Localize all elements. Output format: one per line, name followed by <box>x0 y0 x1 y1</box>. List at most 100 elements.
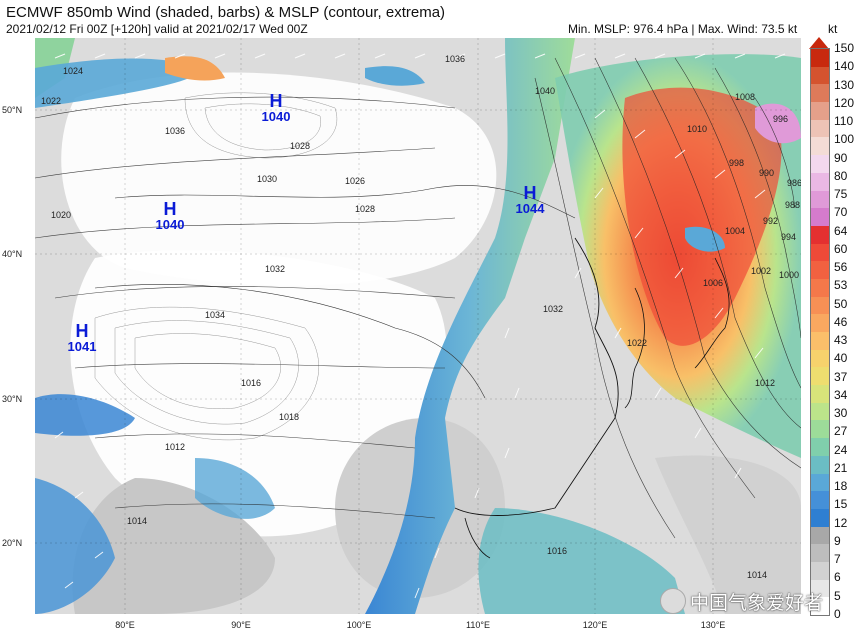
isobar-label: 1024 <box>63 66 84 76</box>
colorbar-segment <box>811 473 829 492</box>
colorbar-segment <box>811 544 829 563</box>
isobar-label: 990 <box>759 168 775 178</box>
colorbar-segment <box>811 190 829 209</box>
colorbar-segment <box>811 526 829 545</box>
map-stats: Min. MSLP: 976.4 hPa | Max. Wind: 73.5 k… <box>568 22 798 36</box>
colorbar-tick-label: 27 <box>834 424 848 439</box>
colorbar-tick-label: 140 <box>834 59 855 74</box>
weather-map[interactable]: 1024 1022 1028 1026 1030 1032 1034 1036 … <box>35 38 801 614</box>
colorbar-tick-label: 30 <box>834 406 848 421</box>
colorbar-unit: kt <box>828 22 838 36</box>
isobar-label: 1012 <box>165 442 186 452</box>
colorbar-tick-label: 24 <box>834 442 848 457</box>
isobar-label: 994 <box>781 232 797 242</box>
colorbar-tick-label: 120 <box>834 95 855 110</box>
colorbar-segment <box>811 385 829 404</box>
colorbar-tick-label: 150 <box>834 41 855 55</box>
colorbar-segment <box>811 102 829 121</box>
isobar-label: 1026 <box>345 176 366 186</box>
isobar-label: 1032 <box>265 264 286 274</box>
colorbar-segment <box>811 296 829 315</box>
colorbar-segment <box>811 561 829 581</box>
lon-label-110e: 110°E <box>466 620 490 630</box>
lon-label-80e: 80°E <box>115 620 135 630</box>
map-valid-time: 2021/02/12 Fri 00Z [+120h] valid at 2021… <box>6 22 308 36</box>
isobar-label: 1028 <box>355 204 376 214</box>
colorbar-tick-label: 70 <box>834 205 848 220</box>
colorbar-segment <box>811 172 829 191</box>
colorbar-segment <box>811 278 829 298</box>
colorbar-tick-label: 64 <box>834 223 848 238</box>
wind-speed-colorbar <box>810 48 830 616</box>
isobar-label: 1036 <box>165 126 186 136</box>
colorbar-tick-label: 40 <box>834 351 848 366</box>
isobar-label: 1022 <box>627 338 648 348</box>
colorbar-tick-label: 56 <box>834 260 848 275</box>
colorbar-tick-label: 43 <box>834 333 848 348</box>
colorbar-segment <box>811 243 829 262</box>
colorbar-tick-label: 90 <box>834 150 848 165</box>
colorbar-segment <box>811 402 829 421</box>
colorbar-segment <box>811 349 829 368</box>
colorbar-tick-label: 15 <box>834 497 848 512</box>
colorbar-segment <box>811 225 829 245</box>
lat-label-40n: 40°N <box>2 249 23 259</box>
colorbar-segment <box>811 579 829 598</box>
isobar-label: 1012 <box>755 378 776 388</box>
colorbar-segment <box>811 455 829 474</box>
isobar-label: 988 <box>785 200 801 210</box>
colorbar-segment <box>811 420 829 439</box>
map-title: ECMWF 850mb Wind (shaded, barbs) & MSLP … <box>6 4 446 21</box>
high-pressure-marker: H 1040 <box>262 92 291 124</box>
isobar-label: 1014 <box>747 570 768 580</box>
colorbar-segment <box>811 367 829 386</box>
isobar-label: 1018 <box>279 412 300 422</box>
isobar-label: 1032 <box>543 304 564 314</box>
isobar-label: 1010 <box>687 124 708 134</box>
colorbar-tick-label: 75 <box>834 187 848 202</box>
map-canvas <box>35 38 801 614</box>
isobar-label: 998 <box>729 158 745 168</box>
lat-label-30n: 30°N <box>2 394 23 404</box>
colorbar-segment <box>811 119 829 138</box>
lon-label-120e: 120°E <box>582 620 608 630</box>
isobar-label: 1002 <box>751 266 772 276</box>
isobar-label: 1036 <box>445 54 466 64</box>
colorbar-tick-label: 110 <box>834 114 854 129</box>
colorbar-tick-label: 60 <box>834 241 848 256</box>
lat-label-50n: 50°N <box>2 105 23 115</box>
colorbar-segment <box>811 332 829 351</box>
high-pressure-marker: H 1040 <box>156 200 185 232</box>
colorbar-tick-label: 6 <box>834 570 841 585</box>
isobar-label: 986 <box>787 178 801 188</box>
isobar-label: 1034 <box>205 310 226 320</box>
high-value: 1040 <box>155 217 185 232</box>
colorbar-tick-label: 0 <box>834 607 841 621</box>
colorbar-tick-label: 5 <box>834 588 841 603</box>
isobar-label: 1016 <box>547 546 568 556</box>
colorbar-tick-label: 37 <box>834 369 848 384</box>
lon-label-90e: 90°E <box>231 620 251 630</box>
colorbar-tick-label: 9 <box>834 533 841 548</box>
isobar-label: 1030 <box>257 174 278 184</box>
high-letter: H <box>163 199 177 219</box>
lon-label-130e: 130°E <box>700 620 726 630</box>
colorbar-tick-label: 80 <box>834 168 848 183</box>
colorbar-tick-label: 50 <box>834 296 848 311</box>
high-letter: H <box>75 321 89 341</box>
colorbar-segment <box>811 49 829 68</box>
colorbar-segment <box>811 508 829 528</box>
isobar-label: 1028 <box>290 141 311 151</box>
colorbar-segment <box>811 208 829 227</box>
colorbar-segment <box>811 84 829 103</box>
colorbar-extend-arrow <box>809 37 829 49</box>
isobar-label: 1008 <box>735 92 756 102</box>
isobar-label: 1016 <box>241 378 262 388</box>
colorbar-segment <box>811 155 829 174</box>
high-pressure-marker: H 1044 <box>516 184 545 216</box>
lat-label-20n: 20°N <box>2 538 23 548</box>
colorbar-tick-label: 100 <box>834 132 855 147</box>
colorbar-segment <box>811 261 829 280</box>
colorbar-segment <box>811 137 829 156</box>
high-value: 1044 <box>515 201 545 216</box>
